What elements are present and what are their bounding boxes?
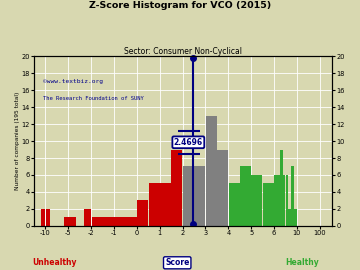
Bar — [251, 175, 262, 226]
Bar — [280, 150, 283, 226]
Bar — [277, 175, 280, 226]
Bar — [91, 217, 114, 226]
Bar — [114, 217, 136, 226]
Bar — [291, 167, 294, 226]
Text: 2.4696: 2.4696 — [174, 138, 203, 147]
Bar — [183, 167, 194, 226]
Bar — [206, 116, 217, 226]
Bar — [288, 209, 291, 226]
Bar — [283, 175, 285, 226]
Bar — [41, 209, 45, 226]
Title: Sector: Consumer Non-Cyclical: Sector: Consumer Non-Cyclical — [124, 47, 242, 56]
Bar — [229, 184, 240, 226]
Bar — [171, 150, 183, 226]
Text: ©www.textbiz.org: ©www.textbiz.org — [43, 79, 103, 84]
Bar — [137, 200, 148, 226]
Bar — [217, 150, 228, 226]
Bar — [46, 209, 50, 226]
Bar — [263, 184, 274, 226]
Bar — [240, 167, 251, 226]
Text: Z-Score Histogram for VCO (2015): Z-Score Histogram for VCO (2015) — [89, 1, 271, 10]
Y-axis label: Number of companies (195 total): Number of companies (195 total) — [15, 92, 20, 190]
Bar — [64, 217, 68, 226]
Text: Unhealthy: Unhealthy — [33, 258, 77, 267]
Bar — [194, 167, 205, 226]
Text: Score: Score — [165, 258, 189, 267]
Bar — [149, 184, 159, 226]
Text: Healthy: Healthy — [285, 258, 319, 267]
Bar — [285, 175, 288, 226]
Bar — [84, 209, 91, 226]
Text: The Research Foundation of SUNY: The Research Foundation of SUNY — [43, 96, 144, 101]
Bar — [160, 184, 171, 226]
Bar — [294, 209, 297, 226]
Bar — [68, 217, 76, 226]
Bar — [274, 175, 277, 226]
